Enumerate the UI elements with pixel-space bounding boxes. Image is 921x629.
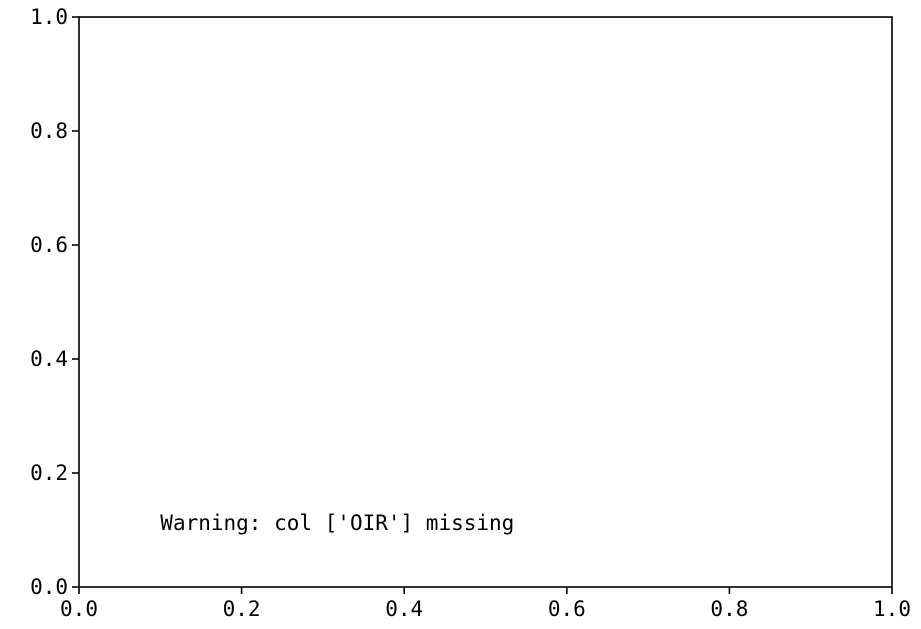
- x-tick-label: 0.8: [710, 597, 748, 621]
- warning-annotation: Warning: col ['OIR'] missing: [160, 511, 514, 535]
- y-tick-label: 0.2: [30, 461, 68, 485]
- y-tick-label: 0.6: [30, 233, 68, 257]
- x-tick-label: 1.0: [873, 597, 911, 621]
- x-tick-label: 0.2: [223, 597, 261, 621]
- y-axis: 0.0 0.2 0.4 0.6 0.8 1.0: [30, 5, 79, 599]
- y-tick-label: 0.0: [30, 575, 68, 599]
- y-tick-label: 0.8: [30, 119, 68, 143]
- x-tick-label: 0.0: [60, 597, 98, 621]
- annotations: Warning: col ['OIR'] missing: [160, 511, 514, 535]
- x-tick-label: 0.4: [385, 597, 423, 621]
- y-tick-label: 1.0: [30, 5, 68, 29]
- plot-area: [78, 16, 893, 588]
- x-axis: 0.0 0.2 0.4 0.6 0.8 1.0: [60, 587, 911, 621]
- x-tick-label: 0.6: [548, 597, 586, 621]
- y-tick-label: 0.4: [30, 347, 68, 371]
